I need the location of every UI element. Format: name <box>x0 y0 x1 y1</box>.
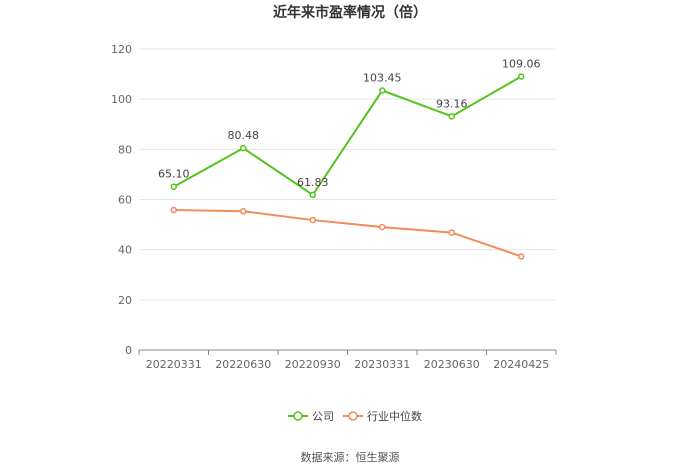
data-point <box>379 87 386 94</box>
x-tick-label: 20220331 <box>146 358 202 371</box>
data-point <box>518 253 525 260</box>
source-text: 数据来源：恒生聚源 <box>301 450 400 464</box>
y-tick-label: 0 <box>125 344 132 357</box>
legend-item-2: 行业中位数 <box>343 409 422 423</box>
y-tick-label: 100 <box>111 93 132 106</box>
data-label: 65.10 <box>158 168 190 181</box>
x-tick-label: 20230630 <box>424 358 480 371</box>
data-point <box>170 183 177 190</box>
y-tick-label: 60 <box>118 194 132 207</box>
x-tick-label: 20220930 <box>285 358 341 371</box>
data-point <box>240 208 247 215</box>
series-line-2 <box>173 209 522 258</box>
x-tick-label: 20240425 <box>493 358 549 371</box>
y-tick-label: 20 <box>118 294 132 307</box>
data-point <box>240 144 247 152</box>
data-point <box>448 113 455 120</box>
x-axis: 20220331 20220630 20220930 20230331 20230630… <box>138 349 557 371</box>
y-tick-label: 40 <box>118 244 132 257</box>
legend: 公司 行业中位数 <box>288 409 422 423</box>
data-point <box>518 73 525 80</box>
legend-marker <box>293 411 303 421</box>
y-tick-label: 80 <box>118 143 132 156</box>
data-label: 61.83 <box>297 176 329 189</box>
data-point <box>379 223 386 231</box>
data-label: 103.45 <box>363 72 402 85</box>
y-tick-label: 120 <box>111 43 132 56</box>
data-point <box>170 206 177 214</box>
data-point <box>309 191 316 199</box>
x-tick-label: 20230331 <box>354 358 410 371</box>
data-point <box>448 229 455 236</box>
data-label: 93.16 <box>436 97 468 110</box>
chart-title: 近年来市盈率情况（倍） <box>273 4 427 21</box>
x-tick-label: 20220630 <box>215 358 271 371</box>
y-axis-ticks: 0 20 40 60 80 100 120 <box>111 43 132 357</box>
series-group: 65.10 80.48 61.83 103.45 93.16 109.06 <box>158 57 541 260</box>
legend-label: 公司 <box>312 410 334 423</box>
data-label: 80.48 <box>228 129 260 142</box>
legend-marker <box>348 411 358 421</box>
legend-item-1: 公司 <box>288 410 334 423</box>
legend-label: 行业中位数 <box>367 409 422 423</box>
data-label: 109.06 <box>502 57 541 70</box>
series-line-1 <box>173 75 522 197</box>
data-point <box>309 216 316 224</box>
grid-lines <box>139 48 556 301</box>
